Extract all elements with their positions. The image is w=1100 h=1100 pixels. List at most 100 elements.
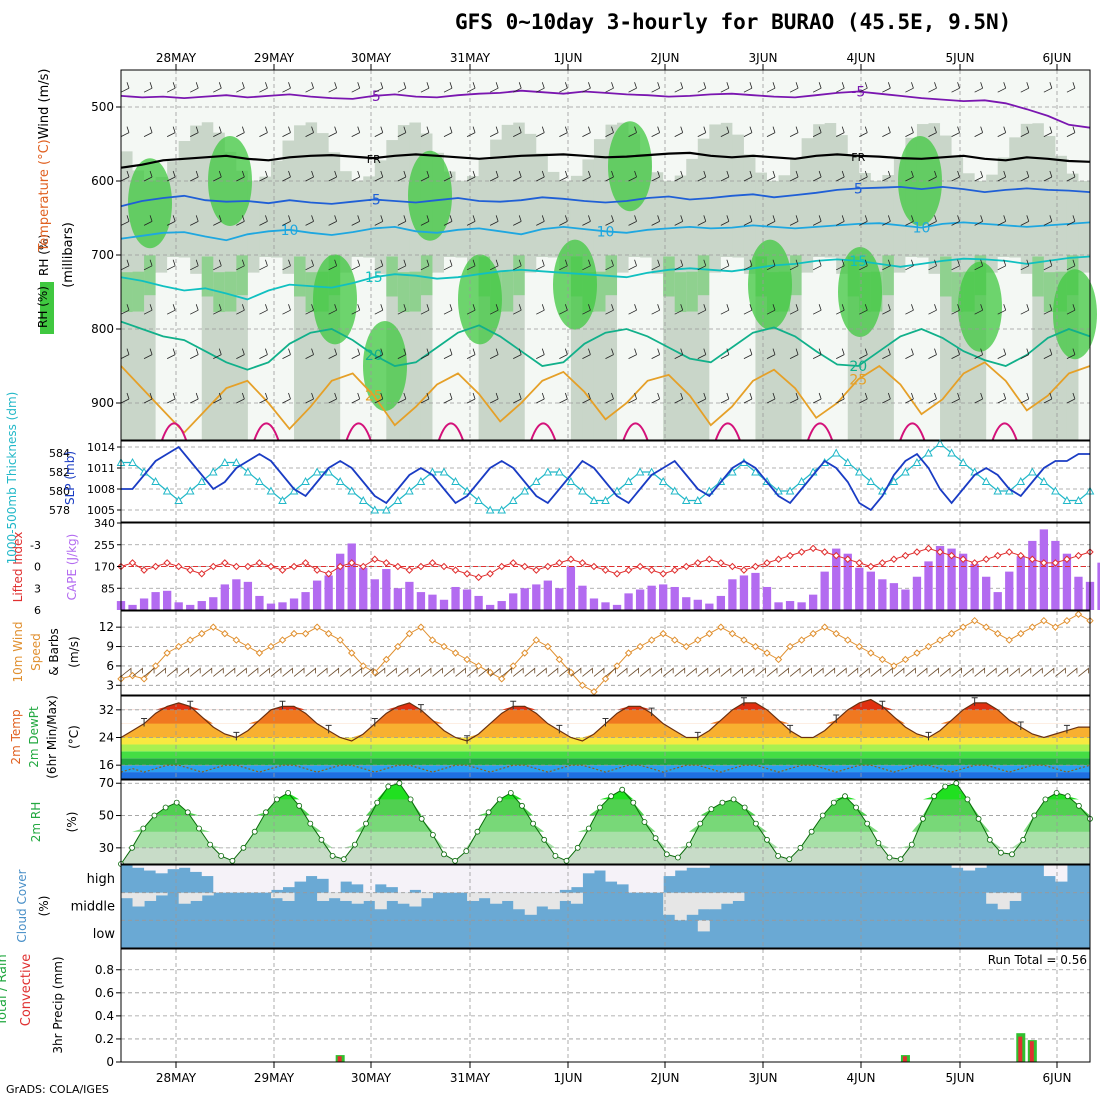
- rh-band-moist: [997, 157, 1010, 258]
- lifted-index-marker: [371, 555, 379, 563]
- cape-bar: [912, 576, 922, 610]
- pressure-tick-label: 500: [91, 100, 114, 114]
- rh-marker: [686, 841, 692, 848]
- rh-band-dry: [732, 70, 745, 135]
- wind-barb: [351, 667, 363, 677]
- cloud-cell-high: [1043, 865, 1056, 877]
- wind-speed-marker: [255, 649, 264, 657]
- thickness-marker: [301, 476, 310, 485]
- wind-barb: [1020, 304, 1030, 315]
- rh-band-low: [167, 257, 180, 440]
- wind-barb: [674, 215, 684, 226]
- rh-marker: [931, 793, 937, 800]
- wind-barb: [374, 215, 384, 226]
- rh-band-dry: [513, 70, 526, 123]
- cape-bar: [324, 575, 333, 610]
- thickness-marker: [843, 457, 853, 466]
- rh-band-moist: [340, 171, 353, 273]
- wind-barb: [928, 126, 937, 137]
- rh-band-wet: [236, 255, 249, 296]
- thickness-marker: [670, 486, 680, 495]
- lifted-index-marker: [1040, 559, 1048, 567]
- rh-band-dry: [282, 70, 295, 141]
- precip-axis-label-part: 3hr Precip (mm): [51, 956, 65, 1053]
- cloud-cell-high: [963, 865, 976, 871]
- wind-barb: [201, 667, 213, 677]
- cloud-cell-high: [178, 865, 191, 868]
- wind-barb: [166, 215, 176, 226]
- cloud-cell-high: [513, 865, 526, 893]
- wind-barb: [166, 126, 176, 137]
- wind-speed-marker: [278, 636, 287, 644]
- wind-speed-marker: [232, 636, 241, 644]
- wind-barb: [236, 304, 245, 315]
- rh-marker: [552, 853, 559, 859]
- wind-speed-marker: [647, 636, 656, 644]
- wind-barb: [478, 667, 490, 677]
- lifted-index-marker: [290, 562, 298, 571]
- rh-band-wet: [697, 255, 710, 296]
- isotherm-line: [120, 221, 1091, 242]
- cape-bar: [151, 592, 160, 610]
- wind-barb: [363, 667, 374, 677]
- cloud-cell-high: [144, 865, 157, 871]
- temp-band: [121, 765, 1090, 773]
- lifted-index-marker: [128, 559, 137, 567]
- cape-bar: [1039, 529, 1049, 610]
- cloud-cell-middle: [559, 892, 572, 901]
- cape-bar: [682, 597, 691, 610]
- wind-barb: [951, 348, 960, 359]
- lifted-index-marker: [890, 555, 898, 563]
- wind-speed-marker: [555, 655, 564, 664]
- wind-barb: [466, 170, 476, 182]
- pressure-tick-label: 600: [91, 174, 114, 188]
- rh-band-dry: [559, 70, 572, 181]
- slp-tick-label: 1011: [87, 462, 115, 475]
- wind-barb: [812, 126, 822, 137]
- rh-band-dry: [524, 70, 537, 134]
- rh-marker: [597, 804, 603, 811]
- thickness-marker: [1051, 486, 1060, 495]
- rh-band-wet: [686, 271, 699, 312]
- wind-barb: [951, 82, 960, 93]
- cape-bar: [555, 588, 564, 610]
- thickness-marker: [1027, 467, 1037, 476]
- wind-barb: [328, 215, 338, 226]
- thickness-marker: [797, 476, 806, 485]
- lifted-index-marker: [694, 559, 702, 567]
- cloud-cell-high: [386, 865, 399, 888]
- rh-marker: [452, 857, 459, 864]
- cape-bar: [232, 579, 241, 610]
- wind-barb: [812, 259, 822, 271]
- wind-speed-marker: [717, 623, 725, 631]
- rh-legend-label: RH (%): [36, 286, 50, 328]
- wind-barb: [190, 170, 199, 182]
- lifted-index-marker: [348, 559, 356, 567]
- wind-barb: [628, 348, 637, 359]
- wind-barb: [882, 667, 893, 677]
- lifted-index-marker: [232, 562, 241, 571]
- rh-line: [120, 782, 1091, 865]
- wind-barb: [282, 170, 291, 182]
- rh-band-moist: [397, 125, 410, 313]
- wind-barb: [1020, 392, 1030, 404]
- wind-speed-marker: [947, 629, 956, 638]
- cape-bar: [797, 602, 806, 610]
- cape-bar: [578, 585, 587, 610]
- wind-barb: [513, 348, 522, 359]
- wind-barb: [709, 667, 720, 677]
- date-label-bottom: 2JUN: [651, 1071, 680, 1085]
- wind-speed-marker: [209, 623, 217, 631]
- lifted-index-marker: [382, 559, 391, 567]
- wind-barb: [132, 667, 143, 677]
- wind-speed-marker: [705, 629, 714, 638]
- rh-marker: [374, 799, 381, 806]
- isotherm-30-line: [899, 422, 926, 441]
- wind-barb: [974, 667, 986, 677]
- wind-barb: [1066, 126, 1076, 137]
- wind-barb: [466, 667, 478, 677]
- wind-tick-label: 3: [106, 678, 114, 692]
- wind-barb: [328, 170, 338, 182]
- cape-bar: [924, 561, 933, 610]
- wind-barb: [351, 126, 361, 137]
